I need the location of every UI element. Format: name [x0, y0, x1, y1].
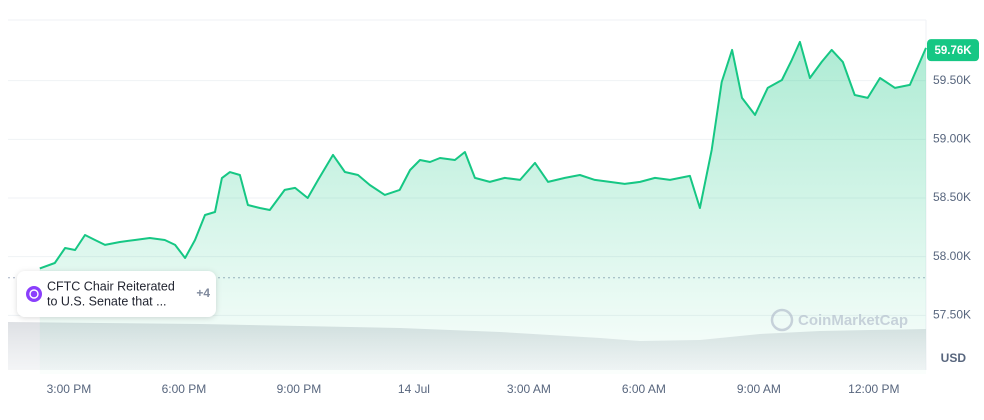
tooltip-icon: [26, 286, 42, 302]
tooltip-box[interactable]: [17, 271, 216, 317]
plot: [8, 40, 927, 375]
price-area: [39, 41, 927, 375]
price-line: [39, 40, 927, 270]
x-tick-label: 9:00 AM: [737, 382, 781, 396]
x-tick-label: 14 Jul: [398, 382, 430, 396]
y-tick-label: 58.50K: [933, 190, 971, 204]
y-tick-label: 59.50K: [933, 73, 971, 87]
y-tick-label: 57.50K: [933, 308, 971, 322]
x-tick-label: 9:00 PM: [277, 382, 322, 396]
annotation-tooltip[interactable]: CFTC Chair Reiterated to U.S. Senate tha…: [17, 271, 216, 317]
tooltip-icon: [29, 289, 39, 299]
watermark: CoinMarketCap: [770, 308, 908, 332]
x-tick-label: 6:00 AM: [622, 382, 666, 396]
unit-label: USD: [941, 351, 967, 365]
x-tick-label: 6:00 PM: [162, 382, 207, 396]
watermark-text: CoinMarketCap: [798, 312, 908, 329]
x-tick-label: 3:00 AM: [507, 382, 551, 396]
current-price-label: 59.76K: [934, 45, 972, 57]
watermark-logo: [770, 308, 794, 332]
tooltip-count: +4: [196, 286, 210, 300]
x-tick-label: 12:00 PM: [848, 382, 899, 396]
y-tick-label: 59.00K: [933, 132, 971, 146]
y-tick-label: 58.00K: [933, 249, 971, 263]
current-price-badge: [927, 39, 979, 62]
tooltip-line: to U.S. Senate that ...: [47, 294, 167, 308]
x-tick-label: 3:00 PM: [47, 382, 92, 396]
tooltip-line: CFTC Chair Reiterated: [47, 279, 175, 293]
